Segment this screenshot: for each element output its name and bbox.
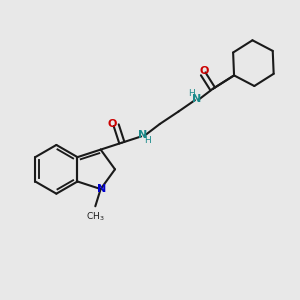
Text: N: N: [138, 130, 147, 140]
Text: H: H: [144, 136, 150, 145]
Text: O: O: [200, 67, 209, 76]
Text: O: O: [108, 119, 117, 129]
Text: H: H: [188, 89, 195, 98]
Text: N: N: [97, 184, 106, 194]
Text: CH$_3$: CH$_3$: [86, 211, 105, 223]
Text: N: N: [192, 94, 201, 104]
